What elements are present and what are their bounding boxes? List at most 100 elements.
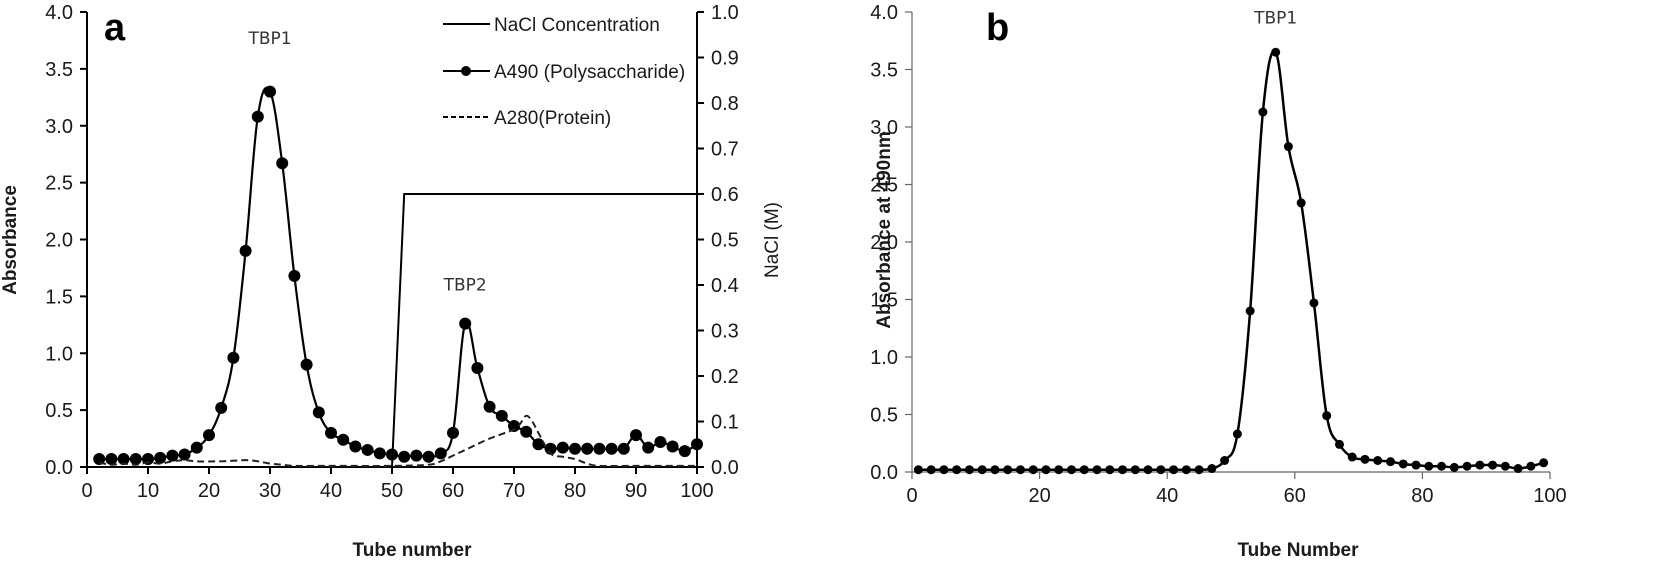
data-point-a (105, 453, 118, 466)
y2-tick-label-a: 0.1 (711, 412, 739, 434)
data-point-b (1398, 459, 1408, 469)
data-point-a (520, 425, 533, 438)
data-point-b (964, 465, 974, 475)
data-point-a (386, 448, 398, 461)
data-point-a (471, 362, 484, 375)
data-point-a (117, 453, 130, 466)
data-point-b (1411, 460, 1421, 470)
data-point-a (398, 450, 411, 463)
y-tick-label-b: 1.0 (870, 347, 898, 369)
data-point-a (154, 451, 167, 464)
y-tick-label-a: 1.0 (45, 343, 73, 365)
x-tick-label-b: 40 (1156, 485, 1178, 507)
series-nacl-concentration-a-line (87, 193, 697, 468)
data-point-b (1207, 464, 1217, 474)
data-point-b (1015, 465, 1025, 475)
y-tick-label-a: 2.5 (45, 173, 73, 195)
data-point-a (178, 448, 191, 461)
data-point-b (913, 465, 923, 475)
y-tick-label-a: 0.5 (45, 400, 73, 422)
data-point-a (264, 85, 276, 98)
data-point-b (952, 465, 962, 475)
y-axis-title-b: Absorbance at 490nm (874, 131, 895, 328)
legend-a: NaCl Concentration A490 (Polysaccharide)… (443, 15, 685, 129)
y-tick-label-b: 0.5 (870, 405, 898, 427)
data-point-a (190, 441, 203, 454)
data-point-b (1360, 454, 1370, 464)
annotation-tbp1-a: TBP1 (247, 29, 291, 49)
data-point-b (1092, 465, 1102, 475)
y2-tick-label-a: 0.2 (711, 366, 739, 388)
data-point-a (532, 438, 545, 451)
x-tick-label-a: 20 (198, 480, 220, 502)
data-point-b (1283, 142, 1293, 152)
data-point-a (93, 453, 106, 466)
data-point-b (1449, 462, 1459, 472)
y2-tick-label-a: 0.0 (711, 457, 739, 479)
data-point-a (447, 426, 459, 439)
y2-tick-label-a: 0.6 (711, 184, 739, 206)
legend-label-a490: A490 (Polysaccharide) (494, 62, 685, 83)
data-point-b (1220, 456, 1230, 465)
data-point-b (990, 465, 1000, 475)
y-tick-label-a: 2.0 (45, 230, 73, 252)
data-point-a (630, 429, 642, 442)
y-tick-label-b: 3.0 (870, 117, 898, 139)
y2-tick-label-a: 0.3 (711, 321, 739, 343)
data-point-a (556, 441, 569, 454)
data-point-b (1258, 107, 1268, 117)
data-point-a (166, 449, 179, 462)
legend-item-a280: A280(Protein) (443, 108, 611, 129)
data-point-a (434, 447, 447, 460)
x-tick-label-a: 60 (442, 480, 464, 502)
data-point-a (593, 442, 606, 455)
x-tick-label-b: 100 (1533, 485, 1566, 507)
data-point-a (288, 269, 301, 282)
data-point-a (544, 442, 557, 455)
x-tick-label-b: 80 (1411, 485, 1433, 507)
data-point-b (1347, 452, 1357, 462)
series-a490-polysaccharide-a-line (99, 86, 698, 461)
data-point-a (203, 429, 215, 442)
data-point-a (251, 110, 264, 123)
y2-tick-label-a: 0.7 (711, 139, 739, 161)
data-point-a (349, 440, 362, 453)
data-point-b (1245, 306, 1255, 316)
data-point-b (1181, 465, 1191, 475)
x-tick-label-b: 20 (1028, 485, 1050, 507)
data-point-a (215, 401, 228, 414)
data-point-a (569, 442, 581, 455)
annotation-tbp2-a: TBP2 (443, 276, 487, 296)
x-tick-label-a: 90 (625, 480, 647, 502)
data-point-b (1118, 465, 1128, 475)
y-axis-title-a: Absorbance (0, 185, 21, 295)
data-point-a (276, 157, 289, 170)
data-point-b (1169, 465, 1179, 475)
data-point-b (1271, 47, 1281, 57)
x-tick-label-a: 50 (381, 480, 403, 502)
data-point-b (926, 465, 936, 475)
x-tick-label-a: 100 (680, 480, 713, 502)
y-tick-label-b: 1.5 (870, 290, 898, 312)
y2-tick-label-a: 0.8 (711, 93, 739, 115)
series-a (87, 85, 703, 468)
axes-b: 0 20 40 60 80 100 0.0 0.5 1.0 1.5 2.0 2.5 3.0 3.5 4.0 (870, 2, 1567, 507)
panel-letter-a: a (104, 7, 126, 49)
y-tick-label-b: 0.0 (870, 462, 898, 484)
y-tick-label-a: 3.5 (45, 59, 73, 81)
data-point-b (939, 465, 949, 475)
panel-letter-b: b (986, 7, 1009, 49)
annotation-tbp1-b: TBP1 (1253, 9, 1297, 29)
data-point-a (581, 442, 594, 455)
data-point-a (227, 351, 240, 364)
y2-tick-label-a: 1.0 (711, 2, 739, 24)
x-tick-label-a: 40 (320, 480, 342, 502)
data-point-b (1373, 456, 1383, 465)
data-point-b (1309, 298, 1319, 308)
series-a280-protein-a-line (98, 414, 697, 468)
x-tick-label-a: 80 (564, 480, 586, 502)
data-point-b (1079, 465, 1089, 475)
data-point-a (312, 406, 325, 419)
y-tick-label-a: 0.0 (45, 457, 73, 479)
